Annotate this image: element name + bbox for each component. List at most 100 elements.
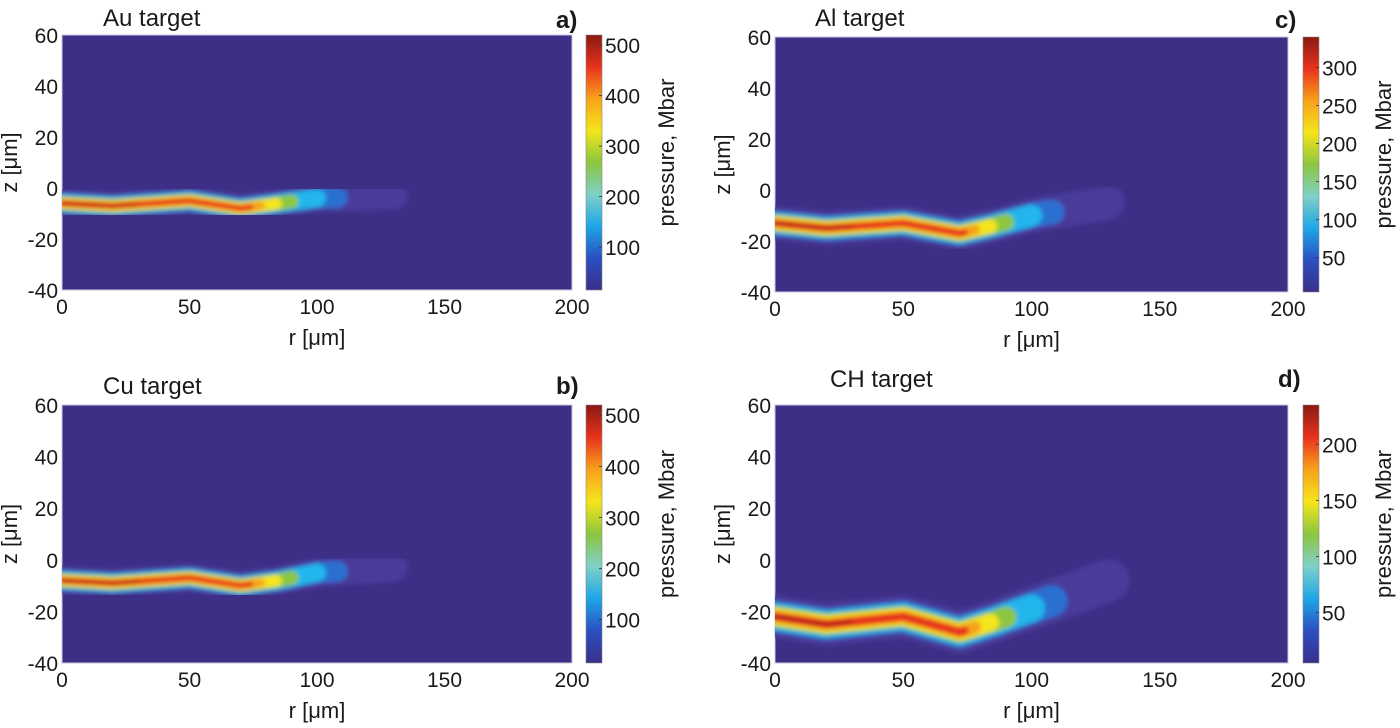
colorbar-label: pressure, Mbar <box>654 79 679 227</box>
x-tick-label: 200 <box>1270 669 1305 692</box>
x-tick-label: 200 <box>554 669 589 692</box>
colorbar <box>1302 404 1320 664</box>
plume-band-7 <box>775 615 854 626</box>
y-tick-label: -20 <box>741 601 771 624</box>
y-axis-label: z [μm] <box>0 504 22 564</box>
x-tick-label: 50 <box>892 298 915 321</box>
panel-title: Cu target <box>103 373 202 400</box>
y-axis-label: z [μm] <box>710 504 735 564</box>
colorbar-tick-label: 200 <box>1322 134 1357 157</box>
plume-band-7 <box>775 221 854 230</box>
x-tick-label: 100 <box>1014 669 1049 692</box>
x-tick-label: 150 <box>1142 298 1177 321</box>
plume-band-7 <box>62 579 140 585</box>
x-axis-label: r [μm] <box>289 698 346 723</box>
y-tick-label: 60 <box>748 395 771 418</box>
colorbar <box>1302 36 1320 293</box>
heatmap-field <box>774 36 1289 293</box>
pressure-plume <box>62 181 408 223</box>
colorbar-label: pressure, Mbar <box>1371 81 1396 229</box>
y-tick-label: 60 <box>35 395 58 418</box>
y-tick-label: 60 <box>35 25 58 48</box>
colorbar-tick-label: 50 <box>1322 603 1345 626</box>
panel-b: Cu target b) 0 50 100 150 200 -40 -20 0 20 40 60 r [μ… <box>0 373 679 723</box>
colorbar-tick-label: 400 <box>605 456 640 479</box>
y-tick-label: 0 <box>46 178 58 201</box>
plume-band-7 <box>62 202 140 207</box>
x-tick-label: 50 <box>178 296 201 319</box>
y-tick-label: -40 <box>741 653 771 676</box>
colorbar-tick-label: 300 <box>1322 57 1357 80</box>
x-tick-label: 150 <box>1142 669 1177 692</box>
colorbar <box>585 404 603 664</box>
pressure-plume <box>62 553 408 600</box>
y-tick-label: 40 <box>748 447 771 470</box>
x-tick-label: 0 <box>769 298 781 321</box>
colorbar-tick-label: 50 <box>1322 248 1345 271</box>
x-tick-label: 200 <box>554 296 589 319</box>
x-tick-label: 50 <box>178 669 201 692</box>
colorbar-tick-label: 300 <box>605 136 640 159</box>
pressure-plume <box>775 185 1126 251</box>
y-tick-label: 40 <box>35 76 58 99</box>
y-tick-label: 20 <box>35 127 58 150</box>
x-tick-label: 150 <box>427 296 462 319</box>
y-tick-label: 0 <box>759 550 771 573</box>
y-tick-label: -40 <box>741 282 771 305</box>
colorbar-tick-label: 250 <box>1322 96 1357 119</box>
panel-label: b) <box>556 373 579 400</box>
x-axis-label: r [μm] <box>289 325 346 350</box>
colorbar <box>585 34 603 291</box>
colorbar-tick-label: 500 <box>605 405 640 428</box>
colorbar-tick-label: 200 <box>605 558 640 581</box>
panel-label: a) <box>556 7 577 34</box>
x-tick-label: 0 <box>769 669 781 692</box>
heatmap-field <box>61 34 573 291</box>
colorbar-tick-label: 100 <box>1322 546 1357 569</box>
y-tick-label: 0 <box>46 550 58 573</box>
colorbar-label: pressure, Mbar <box>1371 450 1396 598</box>
x-tick-label: 50 <box>892 669 915 692</box>
colorbar-tick-label: 400 <box>605 86 640 109</box>
y-axis-label: z [μm] <box>710 134 735 194</box>
panel-title: Au target <box>103 5 201 32</box>
y-tick-label: 20 <box>748 129 771 152</box>
x-axis-label: r [μm] <box>1003 327 1060 352</box>
colorbar-tick-label: 100 <box>605 610 640 633</box>
pressure-plume <box>775 559 1130 654</box>
colorbar-label: pressure, Mbar <box>654 450 679 598</box>
colorbar-tick-label: 150 <box>1322 490 1357 513</box>
y-tick-label: -40 <box>28 280 58 303</box>
panel-a: Au target a) 0 50 100 150 200 -40 -20 0 20 40 60 r [μ… <box>0 5 679 350</box>
x-tick-label: 100 <box>299 296 334 319</box>
y-tick-label: 0 <box>759 180 771 203</box>
colorbar-tick-label: 100 <box>605 237 640 260</box>
y-tick-label: -20 <box>28 601 58 624</box>
x-tick-label: 0 <box>56 669 68 692</box>
panel-c: Al target c) 0 50 100 150 200 -40 -20 0 20 40 60 r [μ… <box>710 5 1396 352</box>
y-axis-label: z [μm] <box>0 132 22 192</box>
panel-d: CH target d) 0 50 100 150 200 -40 -20 0 20 40 60 r [μ… <box>710 366 1396 723</box>
y-tick-label: -20 <box>741 231 771 254</box>
x-tick-label: 200 <box>1270 298 1305 321</box>
y-tick-label: 40 <box>35 447 58 470</box>
colorbar-tick-label: 300 <box>605 507 640 530</box>
y-tick-label: 20 <box>748 498 771 521</box>
y-tick-label: -20 <box>28 229 58 252</box>
x-tick-label: 100 <box>299 669 334 692</box>
x-tick-label: 150 <box>427 669 462 692</box>
panel-label: d) <box>1278 366 1301 393</box>
panel-label: c) <box>1275 7 1296 34</box>
panel-title: Al target <box>815 5 905 32</box>
colorbar-tick-label: 200 <box>1322 434 1357 457</box>
y-tick-label: -40 <box>28 653 58 676</box>
colorbar-tick-label: 200 <box>605 187 640 210</box>
y-tick-label: 40 <box>748 78 771 101</box>
x-tick-label: 100 <box>1014 298 1049 321</box>
colorbar-tick-label: 500 <box>605 35 640 58</box>
heatmap-field <box>61 404 573 664</box>
x-axis-label: r [μm] <box>1003 698 1060 723</box>
x-tick-label: 0 <box>56 296 68 319</box>
